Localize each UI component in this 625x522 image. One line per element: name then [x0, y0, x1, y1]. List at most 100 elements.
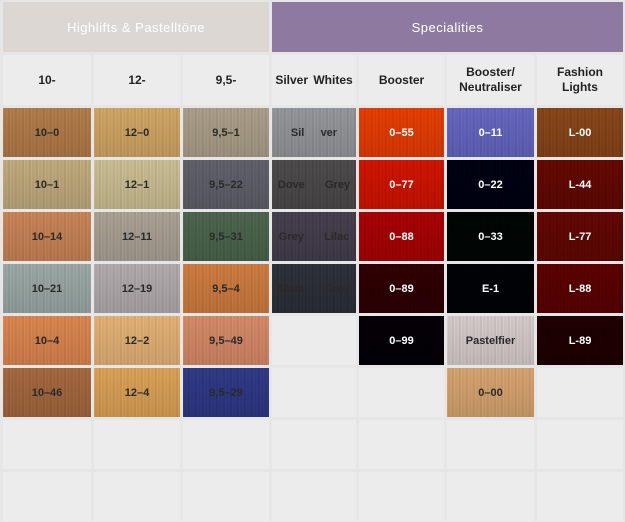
- color-swatch: L-00: [537, 108, 623, 157]
- empty-cell: [537, 472, 623, 521]
- swatch-label: 0–89: [389, 282, 414, 295]
- swatch-label: 9,5–29: [209, 386, 243, 399]
- swatch-label: 9,5–22: [209, 178, 243, 191]
- swatch-label: 12–0: [124, 126, 150, 139]
- color-swatch: Sil ver: [272, 108, 356, 157]
- color-swatch: 0–88: [359, 212, 444, 261]
- color-swatch: 0–11: [447, 108, 534, 157]
- swatch-label: 9,5–1: [212, 126, 240, 139]
- swatch-label: L-44: [568, 178, 592, 191]
- color-swatch: 12–2: [94, 316, 180, 365]
- empty-cell: [183, 420, 269, 469]
- swatch-label: 0–88: [389, 230, 414, 243]
- swatch-label: 9,5–31: [209, 230, 243, 243]
- group-header-specialities: Specialities: [272, 2, 623, 52]
- empty-cell: [183, 472, 269, 521]
- swatch-label: Grey Lilac: [278, 230, 350, 243]
- color-swatch: Dove Grey: [272, 160, 356, 209]
- color-swatch: L-44: [537, 160, 623, 209]
- color-swatch: 9,5–1: [183, 108, 269, 157]
- color-swatch: 9,5–4: [183, 264, 269, 313]
- swatch-label: L-89: [568, 334, 592, 347]
- color-swatch: Slate Grey: [272, 264, 356, 313]
- empty-cell: [272, 472, 356, 521]
- swatch-label: 10–46: [31, 386, 63, 399]
- empty-cell: [447, 420, 534, 469]
- swatch-label: 0–77: [389, 178, 414, 191]
- empty-cell: [359, 472, 444, 521]
- color-swatch: 0–99: [359, 316, 444, 365]
- column-header: 10-: [3, 55, 91, 105]
- swatch-label: Slate Grey: [278, 282, 350, 295]
- swatch-label: 0–33: [478, 230, 503, 243]
- color-swatch: 12–4: [94, 368, 180, 417]
- swatch-label: 12–1: [124, 178, 150, 191]
- column-header: Silver Whites: [272, 55, 356, 105]
- color-swatch: L-88: [537, 264, 623, 313]
- color-swatch: L-89: [537, 316, 623, 365]
- color-swatch: 10–21: [3, 264, 91, 313]
- swatch-label: 10–0: [34, 126, 60, 139]
- swatch-label: 0–11: [478, 126, 503, 139]
- color-swatch: 0–22: [447, 160, 534, 209]
- color-swatch: 10–14: [3, 212, 91, 261]
- swatch-label: 10–4: [34, 334, 60, 347]
- swatch-label: Dove Grey: [277, 178, 351, 191]
- swatch-label: 10–14: [31, 230, 63, 243]
- color-swatch: 0–55: [359, 108, 444, 157]
- column-header: Booster: [359, 55, 444, 105]
- color-swatch: 9,5–31: [183, 212, 269, 261]
- swatch-label: 0–00: [478, 386, 503, 399]
- swatch-label: 12–11: [122, 230, 152, 243]
- empty-cell: [359, 420, 444, 469]
- color-swatch: 12–11: [94, 212, 180, 261]
- column-header: Booster/ Neutraliser: [447, 55, 534, 105]
- swatch-label: 12–4: [124, 386, 150, 399]
- swatch-label: L-77: [568, 230, 592, 243]
- empty-cell: [272, 420, 356, 469]
- swatch-label: Pastelfier: [465, 334, 516, 347]
- group-header-highlifts: Highlifts & Pastelltöne: [3, 2, 269, 52]
- empty-cell: [94, 420, 180, 469]
- swatch-label: 9,5–49: [209, 334, 243, 347]
- column-header: Fashion Lights: [537, 55, 623, 105]
- color-swatch: 0–33: [447, 212, 534, 261]
- empty-cell: [94, 472, 180, 521]
- swatch-label: L-00: [568, 126, 592, 139]
- empty-cell: [537, 420, 623, 469]
- color-swatch: 12–0: [94, 108, 180, 157]
- color-swatch: 9,5–22: [183, 160, 269, 209]
- swatch-label: 10–1: [34, 178, 60, 191]
- swatch-label: 9,5–4: [212, 282, 240, 295]
- empty-cell: [3, 420, 91, 469]
- swatch-label: Sil ver: [290, 126, 338, 139]
- column-header: 9,5-: [183, 55, 269, 105]
- color-swatch: 10–1: [3, 160, 91, 209]
- color-swatch: Pastelfier: [447, 316, 534, 365]
- swatch-label: 0–99: [389, 334, 414, 347]
- column-header: 12-: [94, 55, 180, 105]
- swatch-label: 0–55: [389, 126, 414, 139]
- empty-cell: [272, 368, 356, 417]
- color-swatch: 9,5–49: [183, 316, 269, 365]
- empty-cell: [359, 368, 444, 417]
- color-swatch: Grey Lilac: [272, 212, 356, 261]
- empty-cell: [537, 368, 623, 417]
- color-swatch: 0–77: [359, 160, 444, 209]
- empty-cell: [272, 316, 356, 365]
- color-swatch: E-1: [447, 264, 534, 313]
- swatch-label: 10–21: [31, 282, 63, 295]
- color-swatch: 0–89: [359, 264, 444, 313]
- swatch-label: 12–19: [121, 282, 153, 295]
- color-swatch: 12–19: [94, 264, 180, 313]
- color-swatch: 0–00: [447, 368, 534, 417]
- color-swatch: 10–0: [3, 108, 91, 157]
- swatch-label: 12–2: [124, 334, 150, 347]
- empty-cell: [447, 472, 534, 521]
- swatch-label: L-88: [568, 282, 592, 295]
- swatch-label: E-1: [481, 282, 500, 295]
- color-swatch: 10–46: [3, 368, 91, 417]
- color-swatch: L-77: [537, 212, 623, 261]
- color-swatch: 9,5–29: [183, 368, 269, 417]
